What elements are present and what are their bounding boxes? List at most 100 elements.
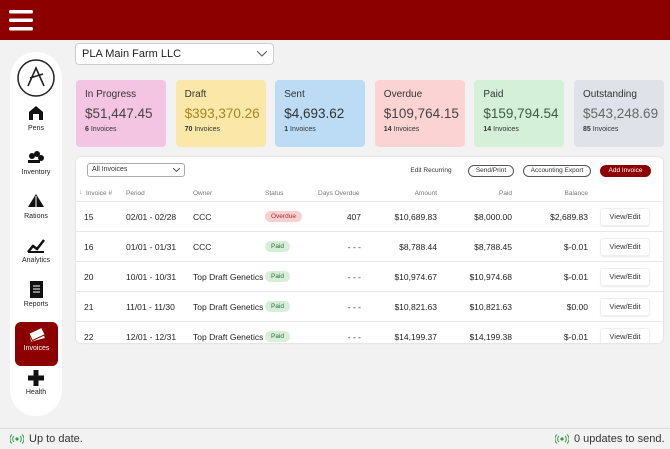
toolbar-button[interactable]: Add Invoice bbox=[600, 165, 651, 177]
summary-card[interactable]: Outstanding $543,248.69 85 Invoices bbox=[574, 80, 664, 147]
cell: Top Draft Genetics bbox=[193, 302, 264, 312]
card-count: 14 Invoices bbox=[384, 126, 456, 133]
view-edit-button[interactable]: View/Edit bbox=[600, 208, 650, 226]
nav-icon bbox=[29, 106, 43, 120]
cell: $0.00 bbox=[566, 302, 588, 312]
signal-icon bbox=[555, 434, 569, 444]
sidebar: Pens Inventory Rations Analytics Reports Invo… bbox=[10, 52, 62, 416]
nav-item[interactable]: Invoices bbox=[15, 322, 58, 366]
summary-card[interactable]: Overdue $109,764.15 14 Invoices bbox=[374, 80, 465, 147]
toolbar-button[interactable]: Accounting Export bbox=[523, 165, 591, 177]
cell: $-0.01 bbox=[563, 332, 588, 342]
summary-card[interactable]: Sent $4,693.62 1 Invoices bbox=[275, 80, 366, 147]
nav-icon bbox=[27, 239, 45, 253]
cell: $10,821.63 bbox=[394, 302, 437, 312]
cell: 21 bbox=[84, 302, 94, 312]
nav-item[interactable]: Pens bbox=[10, 102, 62, 146]
view-edit-button[interactable]: View/Edit bbox=[600, 238, 650, 256]
cell: $10,974.67 bbox=[394, 272, 437, 282]
card-label: Draft bbox=[184, 89, 207, 100]
status-bar: Up to date. 0 updates to send. bbox=[0, 428, 670, 449]
card-label: In Progress bbox=[85, 89, 137, 100]
cell: 10/01 - 10/31 bbox=[126, 272, 177, 282]
cell: $10,689.83 bbox=[394, 212, 437, 222]
card-amount: $159,794.54 bbox=[483, 106, 559, 121]
cell: $10,974.68 bbox=[469, 272, 512, 282]
cell: $8,788.45 bbox=[474, 242, 512, 252]
filter-select[interactable]: All Invoices bbox=[87, 163, 185, 177]
nav-label: Reports bbox=[23, 301, 49, 308]
nav-label: Health bbox=[25, 389, 47, 396]
nav-item[interactable]: Reports bbox=[10, 278, 62, 322]
farm-select[interactable]: PLA Main Farm LLC bbox=[75, 43, 274, 65]
view-edit-button[interactable]: View/Edit bbox=[600, 268, 650, 286]
filter-text: All Invoices bbox=[92, 166, 128, 173]
count-unit: Invoices bbox=[194, 126, 221, 133]
cell: $14,199.37 bbox=[394, 332, 437, 342]
column-header: Invoice # bbox=[86, 190, 113, 197]
status-pill: Paid bbox=[265, 271, 291, 282]
cell: $14,199.38 bbox=[469, 332, 512, 342]
card-count: 1 Invoices bbox=[284, 126, 356, 133]
logo bbox=[17, 59, 55, 97]
count-number: 1 bbox=[284, 126, 289, 133]
column-header: Status bbox=[265, 190, 284, 197]
summary-card[interactable]: Paid $159,794.54 14 Invoices bbox=[474, 80, 565, 147]
cell: $8,000.00 bbox=[474, 212, 512, 222]
table-row: 22 12/01 - 12/31 Top Draft Genetics Paid - -… bbox=[76, 321, 663, 343]
card-count: 70 Invoices bbox=[185, 126, 257, 133]
status-pill: Paid bbox=[265, 331, 291, 342]
chevron bbox=[173, 168, 180, 172]
column-header: Amount bbox=[414, 190, 437, 197]
column-header: Period bbox=[126, 190, 145, 197]
nav-label: Analytics bbox=[21, 257, 50, 264]
signal-icon bbox=[10, 434, 24, 444]
chevron bbox=[257, 51, 267, 57]
card-amount: $51,447.45 bbox=[85, 106, 153, 121]
cell: 11/01 - 11/30 bbox=[126, 302, 175, 312]
summary-card[interactable]: Draft $393,370.26 70 Invoices bbox=[175, 80, 266, 147]
count-unit: Invoices bbox=[90, 126, 117, 133]
count-number: 14 bbox=[483, 126, 492, 133]
card-label: Sent bbox=[284, 89, 305, 100]
cell: Top Draft Genetics bbox=[193, 332, 264, 342]
card-amount: $4,693.62 bbox=[284, 106, 345, 121]
status-right: 0 updates to send. bbox=[574, 433, 665, 445]
count-number: 70 bbox=[184, 126, 193, 133]
nav-label: Inventory bbox=[21, 169, 51, 176]
nav-label: Pens bbox=[28, 125, 44, 132]
cell: Top Draft Genetics bbox=[193, 272, 264, 282]
card-amount: $543,248.69 bbox=[583, 106, 659, 121]
count-number: 85 bbox=[583, 126, 591, 133]
cell: 20 bbox=[84, 272, 94, 282]
view-edit-button[interactable]: View/Edit bbox=[600, 328, 650, 343]
nav-item[interactable]: Health bbox=[10, 366, 62, 410]
cell: 15 bbox=[84, 212, 94, 222]
card-label: Paid bbox=[483, 89, 504, 100]
nav-icon bbox=[28, 151, 44, 163]
top-bar bbox=[0, 0, 670, 40]
card-label: Outstanding bbox=[583, 89, 637, 100]
table-row: 15 02/01 - 02/28 CCC Overdue 407 $10,689.83 $8… bbox=[76, 201, 663, 231]
toolbar-button[interactable]: Edit Recurring bbox=[404, 165, 458, 177]
column-header: Days Overdue bbox=[318, 190, 360, 197]
nav-item[interactable]: Inventory bbox=[10, 146, 62, 190]
card-amount: $109,764.15 bbox=[383, 106, 459, 121]
nav-icon bbox=[28, 370, 44, 386]
status-pill: Paid bbox=[265, 241, 291, 252]
nav-item[interactable]: Rations bbox=[10, 190, 62, 234]
toolbar-button[interactable]: Send/Print bbox=[468, 165, 514, 177]
card-count: 85 Invoices bbox=[583, 126, 655, 133]
summary-card[interactable]: In Progress $51,447.45 6 Invoices bbox=[76, 80, 166, 147]
card-amount: $393,370.26 bbox=[184, 106, 260, 121]
table-row: 21 11/01 - 11/30 Top Draft Genetics Paid - -… bbox=[76, 291, 663, 321]
count-unit: Invoices bbox=[493, 126, 519, 133]
column-header: Owner bbox=[193, 190, 213, 197]
column-header: Balance bbox=[564, 190, 589, 197]
menu-button[interactable] bbox=[9, 10, 33, 31]
card-label: Overdue bbox=[383, 89, 423, 100]
view-edit-button[interactable]: View/Edit bbox=[600, 298, 650, 316]
nav-item[interactable]: Analytics bbox=[10, 234, 62, 278]
nav-label: Rations bbox=[24, 213, 48, 220]
